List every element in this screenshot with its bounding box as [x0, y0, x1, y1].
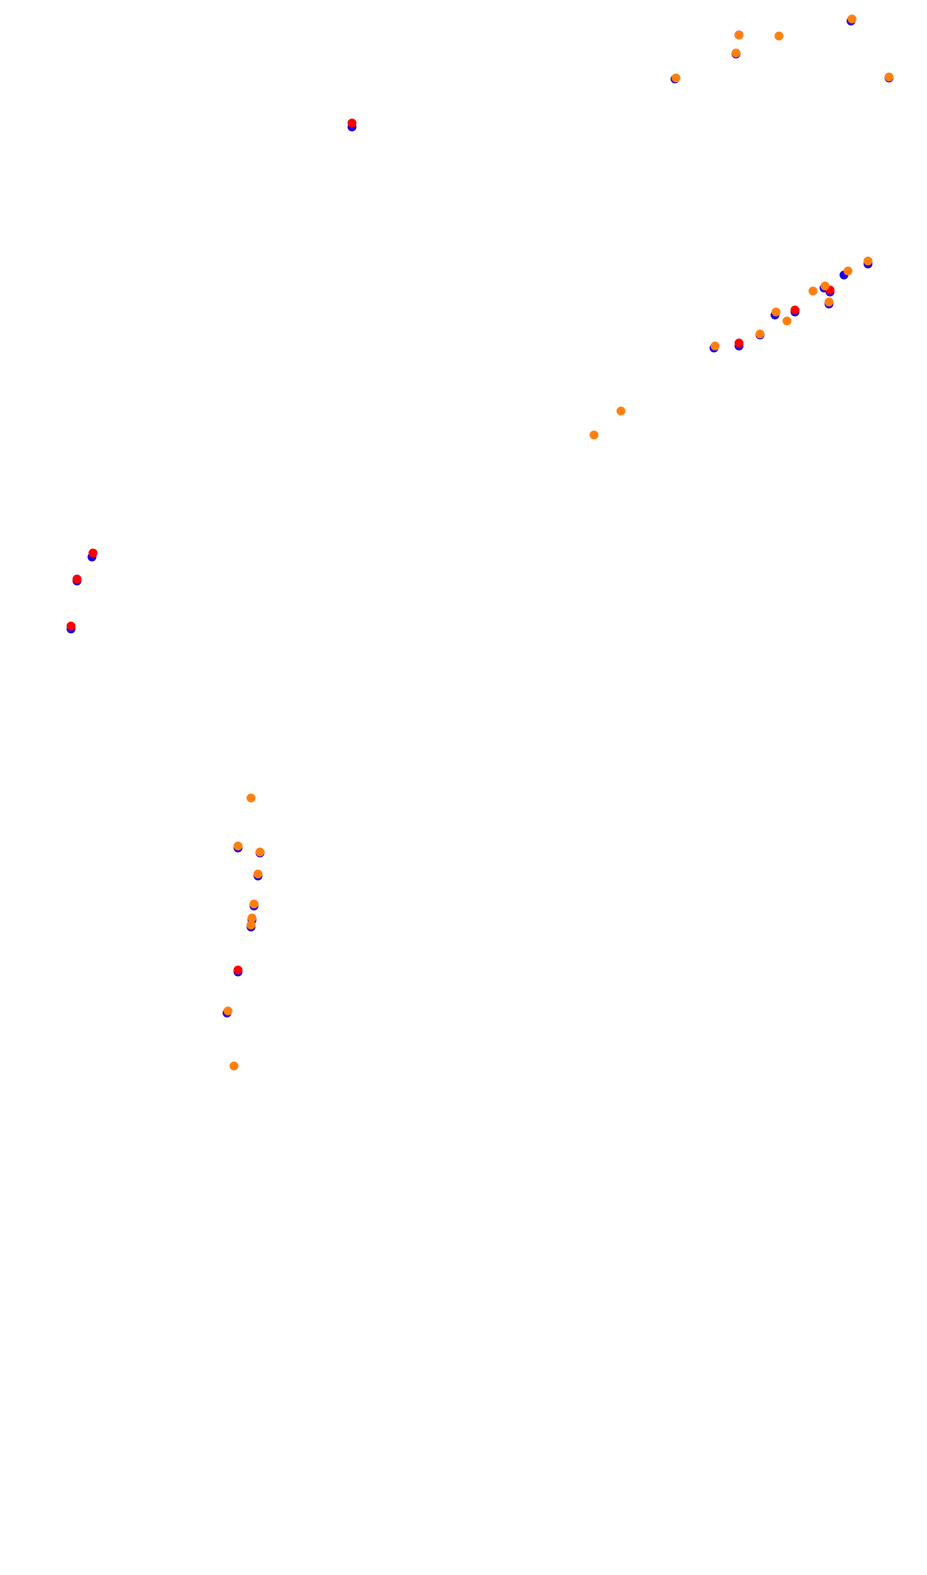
point [824, 297, 834, 307]
point [229, 1061, 239, 1071]
point [671, 73, 681, 83]
point [88, 548, 98, 558]
point [233, 965, 243, 975]
point [734, 30, 744, 40]
point [233, 841, 243, 851]
point [808, 286, 818, 296]
point [253, 869, 263, 879]
point [782, 316, 792, 326]
point [247, 913, 257, 923]
point [616, 406, 626, 416]
point [72, 574, 82, 584]
point [843, 266, 853, 276]
point [347, 118, 357, 128]
point [734, 338, 744, 348]
point [249, 899, 259, 909]
point [66, 621, 76, 631]
point [863, 256, 873, 266]
point [255, 847, 265, 857]
point [774, 31, 784, 41]
point [771, 307, 781, 317]
point [847, 14, 857, 24]
point [589, 430, 599, 440]
point [731, 48, 741, 58]
point [755, 329, 765, 339]
point [223, 1006, 233, 1016]
point [820, 281, 830, 291]
point [710, 341, 720, 351]
point [246, 920, 256, 930]
point [884, 72, 894, 82]
point [246, 793, 256, 803]
point [790, 305, 800, 315]
